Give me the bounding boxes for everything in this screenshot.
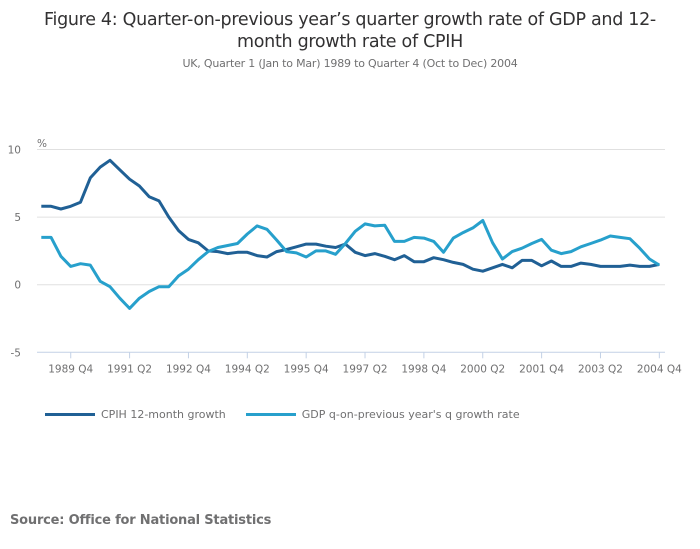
legend-item-gdp[interactable]: GDP q-on-previous year's q growth rate [245,408,520,421]
legend-label-gdp: GDP q-on-previous year's q growth rate [301,408,520,421]
line-chart: -5 0 5 10 % 1989 Q4 1991 Q2 1992 Q4 1994 Q2 199… [8,138,683,375]
legend: CPIH 12-month growth GDP q-on-previous y… [45,408,540,421]
legend-swatch-cpih [45,413,95,416]
chart-title-line-1: Figure 4: Quarter-on-previous year’s qua… [44,10,656,30]
legend-item-cpih[interactable]: CPIH 12-month growth [45,408,226,421]
chart-title-line-2: month growth rate of CPIH [237,32,463,52]
legend-label-cpih: CPIH 12-month growth [101,408,226,421]
x-tick-label: 1998 Q4 [401,363,446,375]
x-tick-label: 1995 Q4 [284,363,329,375]
y-axis: -5 0 5 10 [8,145,21,360]
x-tick-label: 2004 Q4 [637,363,682,375]
y-tick-label: 10 [8,145,21,157]
x-tick-label: 1989 Q4 [48,363,93,375]
x-tick-label: 1992 Q4 [166,363,211,375]
y-tick-label: 5 [14,212,21,224]
gridlines [37,149,665,286]
chart-title: Figure 4: Quarter-on-previous year’s qua… [0,9,700,53]
series-line-gdp[interactable] [41,219,661,310]
x-tick-label: 2000 Q2 [460,363,505,375]
y-axis-unit-label: % [37,138,47,150]
series-group [41,158,661,310]
y-tick-label: -5 [11,347,21,359]
chart-subtitle: UK, Quarter 1 (Jan to Mar) 1989 to Quart… [182,57,518,70]
legend-swatch-gdp [245,413,296,416]
x-tick-label: 1997 Q2 [343,363,388,375]
x-tick-label: 1994 Q2 [225,363,270,375]
x-tick-label: 2001 Q4 [519,363,564,375]
source-note: Source: Office for National Statistics [10,513,272,528]
series-line-cpih[interactable] [41,158,660,273]
x-tick-label: 2003 Q2 [578,363,623,375]
x-tick-label: 1991 Q2 [107,363,152,375]
y-tick-label: 0 [14,280,21,292]
x-axis: 1989 Q4 1991 Q2 1992 Q4 1994 Q2 1995 Q4 1997 … [37,351,682,375]
